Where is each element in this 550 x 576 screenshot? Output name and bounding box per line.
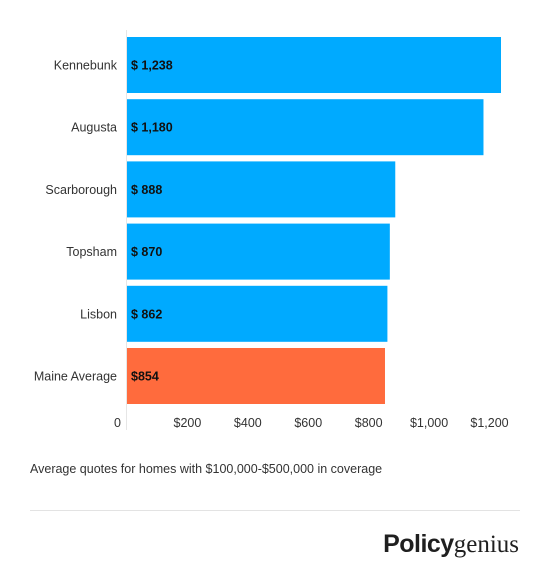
bar (127, 161, 396, 218)
bar (127, 285, 388, 342)
data-label: $ 888 (131, 183, 162, 197)
x-tick-label: $1,200 (470, 416, 508, 430)
logo-text-policy: Policy (383, 530, 454, 558)
category-label: Scarborough (45, 183, 117, 197)
category-label: Augusta (71, 121, 117, 135)
bar (127, 99, 484, 156)
bar (127, 348, 385, 404)
bar (127, 37, 501, 93)
data-label: $ 870 (131, 245, 162, 259)
logo-text-genius: genius (453, 531, 519, 558)
category-label: Topsham (66, 245, 117, 259)
x-tick-label: $600 (294, 416, 322, 430)
category-label: Lisbon (80, 307, 117, 321)
category-label: Kennebunk (54, 59, 118, 73)
x-tick-label: $200 (174, 416, 202, 430)
bar-chart: Kennebunk $ 1,238 Augusta $ 1,180 Scarboroug… (34, 30, 509, 430)
data-label: $ 1,180 (131, 121, 173, 135)
bar (127, 223, 390, 280)
x-tick-label: $1,000 (410, 416, 448, 430)
data-label: $854 (131, 370, 159, 384)
category-label: Maine Average (34, 370, 117, 384)
x-tick-label: 0 (114, 416, 121, 430)
data-label: $ 862 (131, 307, 162, 321)
divider (30, 510, 520, 511)
chart-caption: Average quotes for homes with $100,000-$… (30, 462, 383, 476)
policygenius-logo: Policygenius (383, 528, 519, 561)
x-tick-label: $800 (355, 416, 383, 430)
x-tick-label: $400 (234, 416, 262, 430)
data-label: $ 1,238 (131, 59, 173, 73)
